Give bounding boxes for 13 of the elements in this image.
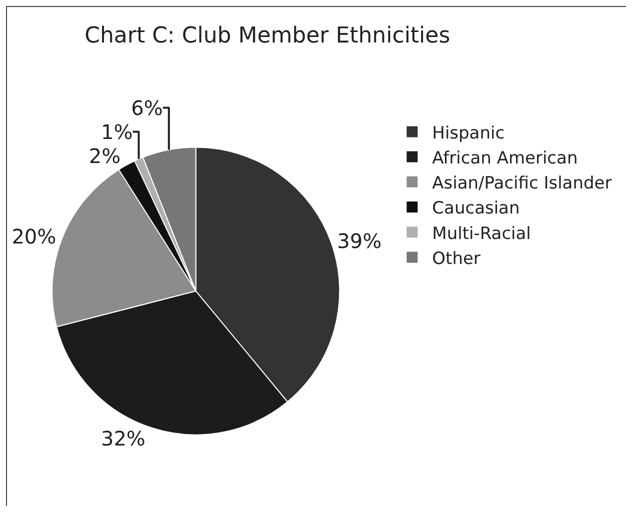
legend-label: Asian/Pacific Islander (432, 174, 612, 194)
legend-label: Caucasian (432, 198, 520, 219)
legend-label: Multi-Racial (432, 224, 531, 244)
data-label: 6% (131, 96, 163, 120)
legend-label: Hispanic (432, 123, 505, 144)
legend-label: African American (432, 148, 578, 168)
data-label: 32% (100, 426, 146, 451)
data-label: 20% (12, 224, 56, 248)
chart-title: Chart C: Club Member Ethnicities (84, 23, 450, 48)
data-label: 2% (88, 144, 121, 168)
data-label: 39% (337, 228, 382, 253)
data-label: 1% (101, 120, 133, 144)
legend-label: Other (432, 248, 480, 269)
